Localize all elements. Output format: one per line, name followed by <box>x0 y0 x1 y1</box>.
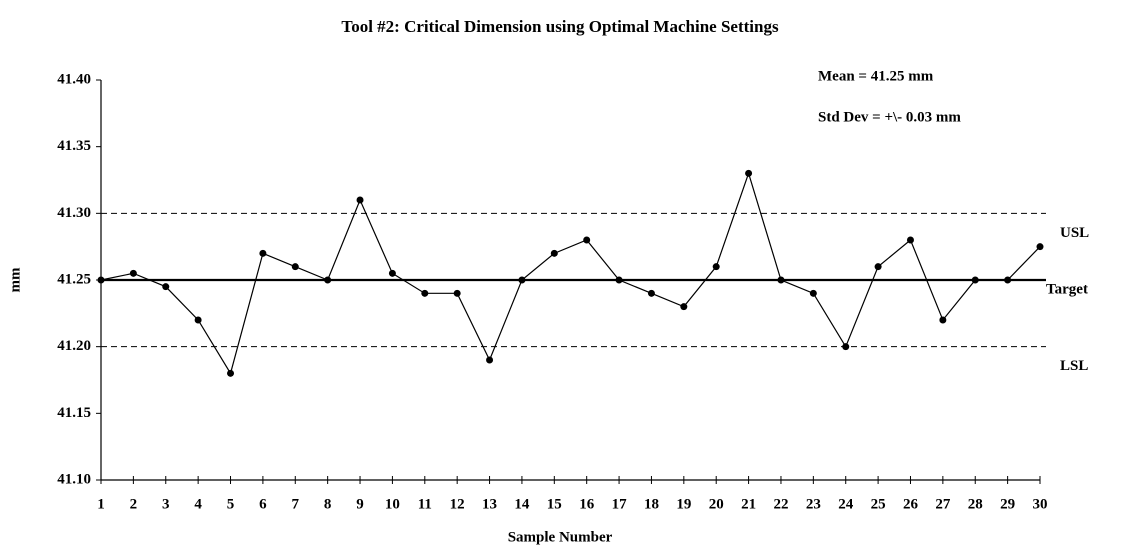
y-tick-label: 41.10 <box>57 471 91 487</box>
data-point <box>356 196 364 204</box>
x-tick-label: 20 <box>709 496 724 512</box>
data-point <box>291 263 299 271</box>
data-point <box>583 236 591 244</box>
data-point <box>615 276 623 284</box>
x-tick-label: 12 <box>450 496 465 512</box>
x-tick-label: 10 <box>385 496 400 512</box>
data-point <box>550 249 558 257</box>
y-tick-label: 41.20 <box>57 338 91 354</box>
x-tick-label: 22 <box>773 496 788 512</box>
x-tick-label: 17 <box>612 496 628 512</box>
data-point <box>388 269 396 277</box>
x-axis-label: Sample Number <box>508 529 613 545</box>
data-point <box>842 343 850 351</box>
data-point <box>324 276 332 284</box>
x-tick-label: 7 <box>292 496 300 512</box>
x-tick-label: 1 <box>97 496 105 512</box>
x-tick-label: 9 <box>356 496 364 512</box>
x-tick-label: 13 <box>482 496 497 512</box>
x-tick-label: 29 <box>1000 496 1015 512</box>
data-point <box>227 369 235 377</box>
data-point <box>809 289 817 297</box>
data-point <box>97 276 105 284</box>
x-tick-label: 25 <box>871 496 886 512</box>
data-point <box>1004 276 1012 284</box>
data-point <box>874 263 882 271</box>
x-tick-label: 24 <box>838 496 854 512</box>
x-tick-label: 6 <box>259 496 267 512</box>
data-line <box>100 171 1041 375</box>
x-tick-label: 23 <box>806 496 821 512</box>
annotation: Std Dev = +\- 0.03 mm <box>818 109 961 125</box>
data-point <box>162 283 170 291</box>
data-point <box>712 263 720 271</box>
data-point <box>906 236 914 244</box>
x-tick-label: 4 <box>194 496 202 512</box>
reference-label: USL <box>1060 225 1089 241</box>
x-tick-label: 21 <box>741 496 756 512</box>
data-point <box>129 269 137 277</box>
x-tick-label: 11 <box>418 496 432 512</box>
y-tick-label: 41.40 <box>57 71 91 87</box>
y-tick-label: 41.15 <box>57 405 91 421</box>
data-point <box>518 276 526 284</box>
data-point <box>745 169 753 177</box>
data-point <box>194 316 202 324</box>
x-tick-label: 8 <box>324 496 332 512</box>
x-tick-label: 15 <box>547 496 562 512</box>
data-point <box>486 356 494 364</box>
data-point <box>680 303 688 311</box>
reference-label: Target <box>1046 281 1088 297</box>
x-tick-label: 18 <box>644 496 659 512</box>
chart-title: Tool #2: Critical Dimension using Optima… <box>341 17 779 36</box>
x-tick-label: 30 <box>1033 496 1048 512</box>
y-tick-label: 41.30 <box>57 205 91 221</box>
data-point <box>259 249 267 257</box>
x-tick-label: 27 <box>935 496 951 512</box>
x-tick-label: 3 <box>162 496 170 512</box>
x-tick-label: 14 <box>514 496 530 512</box>
x-tick-label: 19 <box>676 496 691 512</box>
x-tick-label: 2 <box>130 496 138 512</box>
data-point <box>939 316 947 324</box>
data-point <box>971 276 979 284</box>
reference-label: LSL <box>1060 358 1088 374</box>
y-tick-label: 41.25 <box>57 271 91 287</box>
x-tick-label: 28 <box>968 496 983 512</box>
y-axis-label: mm <box>7 267 23 292</box>
y-tick-label: 41.35 <box>57 138 91 154</box>
annotation: Mean = 41.25 mm <box>818 68 934 84</box>
x-tick-label: 16 <box>579 496 595 512</box>
x-tick-label: 26 <box>903 496 919 512</box>
data-point <box>647 289 655 297</box>
x-tick-label: 5 <box>227 496 235 512</box>
data-point <box>1036 243 1044 251</box>
data-point <box>777 276 785 284</box>
data-point <box>453 289 461 297</box>
data-point <box>421 289 429 297</box>
